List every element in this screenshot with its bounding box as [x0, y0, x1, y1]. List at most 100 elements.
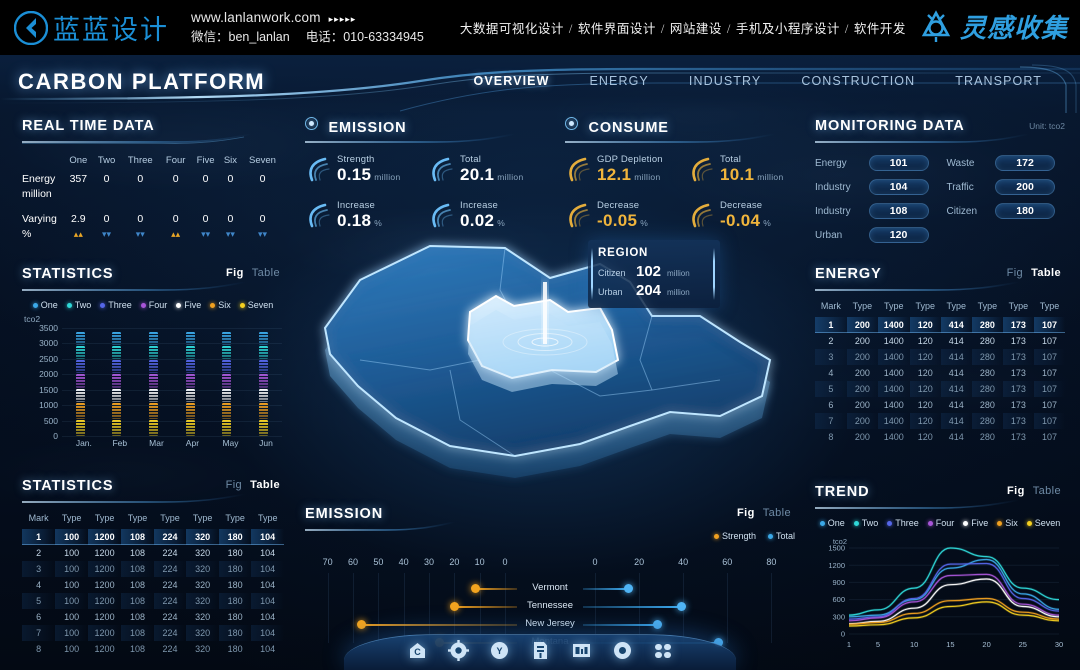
bar-column-apr [185, 331, 195, 436]
energy-cell: 3 [815, 349, 847, 365]
emission-chart-view-toggle[interactable]: Fig Table [733, 507, 795, 519]
table-row[interactable]: 8 200 1400 120 414 280 173 107 [815, 429, 1065, 445]
energy-view-toggle[interactable]: Fig Table [1003, 267, 1065, 279]
toggle-fig[interactable]: Fig [1006, 267, 1024, 279]
bar-column-mar [149, 331, 159, 436]
swirl-icon [569, 203, 590, 228]
kpi-label: Increase [460, 200, 499, 211]
arrow-down-icon: ▾▾ [135, 229, 145, 239]
bar-segment-four [259, 374, 269, 388]
nav-item-industry[interactable]: INDUSTRY [688, 74, 762, 88]
energy-cell: 107 [1033, 413, 1065, 429]
statistics-table[interactable]: Mark Type Type Type Type Type Type Type 1 100 120… [22, 513, 284, 657]
table-row[interactable]: 1 200 1400 120 414 280 173 107 [815, 317, 1065, 333]
statistics-y-axis: 0 500 1000 1500 2000 2500 3000 3500 [22, 323, 58, 441]
realtime-trend-cell: ▴▴ [64, 226, 93, 241]
y-tick-2500: 2500 [39, 353, 58, 364]
toggle-table[interactable]: Table [1032, 485, 1061, 497]
strength-marker [470, 584, 480, 593]
region-map[interactable]: REGION Citizen 102 million Urban 204 million [300, 220, 800, 510]
arrow-up-icon: ▴▴ [73, 229, 83, 239]
statistics-cell: 1200 [87, 529, 122, 545]
table-row[interactable]: 6 100 1200 108 224 320 180 104 [22, 609, 284, 625]
bar-segment-two [112, 345, 122, 360]
bar-segment-five [149, 388, 159, 402]
region-unit: million [667, 269, 690, 278]
chart-icon[interactable] [571, 640, 592, 666]
toggle-fig[interactable]: Fig [737, 507, 755, 519]
toggle-table[interactable]: Table [762, 507, 791, 519]
toggle-table[interactable]: Table [251, 267, 280, 279]
axis-grid-right-60 [727, 573, 729, 643]
settings-gear-icon[interactable] [447, 639, 469, 666]
energy-cell: 107 [1033, 349, 1065, 365]
statistics-table-view-toggle[interactable]: Fig Table [222, 479, 284, 491]
toggle-fig[interactable]: Fig [226, 267, 244, 279]
energy-cell: 120 [909, 413, 941, 429]
grid-apps-icon[interactable] [653, 640, 674, 666]
nav-item-energy[interactable]: ENERGY [589, 74, 649, 88]
table-row[interactable]: 7 100 1200 108 224 320 180 104 [22, 625, 284, 641]
bar-segment-one [75, 331, 85, 345]
energy-cell: 120 [917, 368, 933, 378]
nav-item-overview[interactable]: OVERVIEW [473, 74, 550, 88]
table-row[interactable]: 4 100 1200 108 224 320 180 104 [22, 577, 284, 593]
table-row[interactable]: 3 100 1200 108 224 320 180 104 [22, 561, 284, 577]
trend-line-four [848, 573, 1060, 622]
table-row[interactable]: 7 200 1400 120 414 280 173 107 [815, 413, 1065, 429]
statistics-col-1: Type [61, 513, 82, 523]
trend-legend: One Two Three Four Five Six Seven [815, 518, 1065, 528]
realtime-spacer [22, 201, 284, 213]
legend-label: Two [861, 518, 879, 528]
energy-table[interactable]: Mark Type Type Type Type Type Type Type 1 200 140… [815, 301, 1065, 445]
nav-item-construction[interactable]: CONSTRUCTION [801, 74, 916, 88]
bar-segment-six [222, 402, 232, 419]
toggle-fig[interactable]: Fig [225, 479, 243, 491]
statistics-cell: 100 [64, 644, 80, 654]
statistics-cell: 180 [218, 593, 252, 609]
promo-service-item: 软件开发 [853, 22, 906, 36]
toggle-table[interactable]: Table [1031, 267, 1061, 279]
table-row[interactable]: 4 200 1400 120 414 280 173 107 [815, 365, 1065, 381]
document-icon[interactable] [530, 640, 551, 666]
statistics-cell: 108 [121, 625, 154, 641]
table-row[interactable]: 5 200 1400 120 414 280 173 107 [815, 381, 1065, 397]
monitoring-value-citizen: 180 [995, 203, 1056, 219]
table-row[interactable]: 2 100 1200 108 224 320 180 104 [22, 545, 284, 561]
legend-label: Strength [721, 531, 756, 541]
panel-rule-decoration [815, 500, 1020, 509]
table-row[interactable]: 8 100 1200 108 224 320 180 104 [22, 641, 284, 657]
legend-item-seven: Seven [239, 300, 273, 310]
statistics-chart-header: STATISTICS Fig Table [22, 265, 284, 291]
statistics-chart-view-toggle[interactable]: Fig Table [222, 267, 284, 279]
toggle-table[interactable]: Table [250, 479, 280, 491]
trend-view-toggle[interactable]: Fig Table [1003, 485, 1065, 497]
table-row[interactable]: 3 200 1400 120 414 280 173 107 [815, 349, 1065, 365]
realtime-row-unit: % [22, 228, 32, 240]
target-icon[interactable]: Y [489, 640, 510, 666]
table-row[interactable]: 5 100 1200 108 224 320 180 104 [22, 593, 284, 609]
realtime-trend-cell [220, 186, 241, 201]
energy-panel-header: ENERGY Fig Table [815, 265, 1065, 291]
energy-cell: 4 [828, 368, 834, 378]
globe-icon[interactable] [612, 640, 633, 666]
bar-segment-five [259, 388, 269, 402]
energy-cell: 2 [828, 336, 834, 346]
energy-cell: 200 [854, 432, 870, 442]
table-row[interactable]: 2 200 1400 120 414 280 173 107 [815, 333, 1065, 349]
nav-item-transport[interactable]: TRANSPORT [955, 74, 1042, 88]
statistics-cell: 5 [22, 593, 56, 609]
total-marker [624, 584, 634, 593]
statistics-cell: 224 [162, 548, 178, 558]
bar-segment-three [112, 360, 122, 374]
emission-chart-panel: EMISSION Fig Table Strength Total 70 60 50 40… [305, 505, 795, 649]
realtime-col-one: One [69, 155, 88, 166]
statistics-cell: 7 [22, 625, 56, 641]
table-row[interactable]: 6 200 1400 120 414 280 173 107 [815, 397, 1065, 413]
brand-logo: 蓝蓝设计 [14, 8, 169, 47]
swirl-icon [309, 157, 330, 182]
home-icon[interactable]: C [407, 640, 428, 666]
toggle-fig[interactable]: Fig [1007, 485, 1025, 497]
table-row[interactable]: 1 100 1200 108 224 320 180 104 [22, 529, 284, 545]
